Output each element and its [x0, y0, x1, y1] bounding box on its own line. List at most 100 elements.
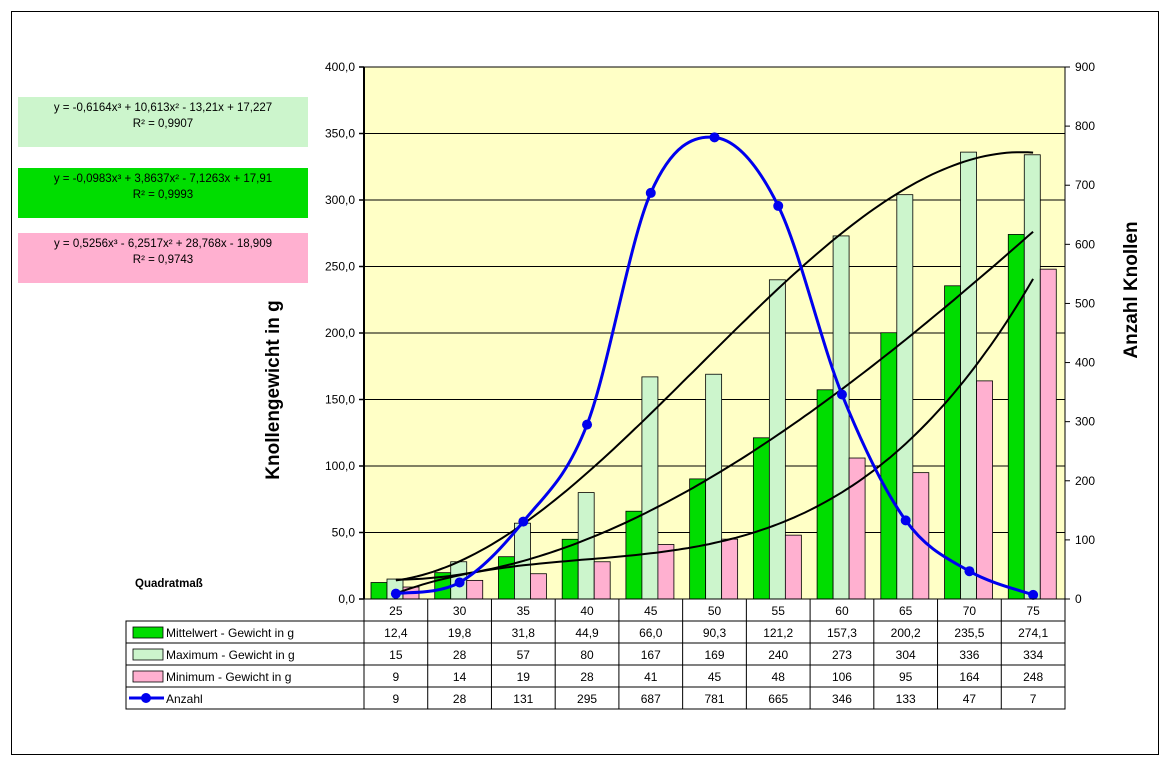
category-label: 55: [772, 604, 786, 618]
series-name: Mittelwert - Gewicht in g: [166, 626, 294, 640]
y2-tick-label: 100: [1075, 533, 1095, 547]
trendline-equation-mean: y = -0,0983x³ + 3,8637x² - 7,1263x + 17,…: [18, 168, 308, 218]
bar: [1007, 234, 1025, 600]
y-tick-label: 50,0: [332, 526, 356, 540]
trendline: [395, 230, 1034, 581]
trendline: [395, 278, 1034, 595]
table-cell: 41: [644, 670, 658, 684]
category-label: 75: [1026, 604, 1040, 618]
bar: [705, 373, 723, 600]
table-cell: 48: [772, 670, 786, 684]
category-label: 70: [963, 604, 977, 618]
count-point: [709, 132, 720, 143]
y2-tick-label: 400: [1075, 356, 1095, 370]
r-squared: R² = 0,9907: [132, 118, 194, 130]
bar: [466, 579, 484, 600]
y2-tick-label: 800: [1075, 119, 1095, 133]
table-cell: 19: [517, 670, 531, 684]
table-cell: 57: [517, 648, 531, 662]
equation-line: y = -0,0983x³ + 3,8637x² - 7,1263x + 17,…: [53, 173, 273, 185]
count-point: [390, 588, 401, 599]
table-cell: 121,2: [763, 626, 793, 640]
y-tick-label: 300,0: [325, 193, 355, 207]
table-cell: 31,8: [512, 626, 536, 640]
legend-swatch: [132, 670, 164, 683]
bar: [816, 389, 834, 600]
count-point: [773, 200, 784, 211]
table-cell: 47: [963, 692, 977, 706]
category-label: 45: [644, 604, 658, 618]
table-cell: 781: [704, 692, 724, 706]
y2-axis-label: Anzahl Knollen: [1121, 221, 1142, 359]
count-point: [964, 566, 975, 577]
count-point: [836, 389, 847, 400]
y-tick-label: 100,0: [325, 459, 355, 473]
table-cell: 44,9: [575, 626, 599, 640]
table-cell: 200,2: [891, 626, 921, 640]
bar: [944, 285, 961, 600]
table-cell: 273: [832, 648, 852, 662]
table-cell: 274,1: [1018, 626, 1048, 640]
legend-swatch: [132, 626, 164, 639]
r-squared: R² = 0,9743: [132, 254, 194, 266]
table-cell: 304: [896, 648, 916, 662]
category-label: 50: [708, 604, 722, 618]
bar: [912, 472, 930, 600]
table-cell: 131: [513, 692, 533, 706]
r-squared: R² = 0,9993: [132, 189, 194, 201]
legend-marker: [141, 693, 151, 703]
y2-tick-label: 900: [1075, 60, 1095, 74]
series-name: Minimum - Gewicht in g: [166, 670, 291, 684]
category-label: 25: [389, 604, 403, 618]
bar: [577, 492, 595, 600]
y2-tick-label: 300: [1075, 415, 1095, 429]
table-cell: 240: [768, 648, 788, 662]
table-cell: 169: [704, 648, 724, 662]
table-cell: 248: [1023, 670, 1043, 684]
table-cell: 12,4: [384, 626, 408, 640]
table-cell: 66,0: [639, 626, 663, 640]
y-tick-label: 250,0: [325, 260, 355, 274]
bar: [784, 534, 802, 600]
y2-tick-label: 600: [1075, 237, 1095, 251]
bar: [1039, 268, 1057, 600]
table-cell: 45: [708, 670, 722, 684]
table-cell: 133: [896, 692, 916, 706]
table-cell: 687: [641, 692, 661, 706]
legend-swatch: [132, 648, 164, 661]
y2-tick-label: 0: [1075, 592, 1082, 606]
y-tick-label: 150,0: [325, 393, 355, 407]
bar: [896, 194, 914, 600]
table-cell: 235,5: [954, 626, 984, 640]
table-cell: 28: [580, 670, 594, 684]
bar: [832, 235, 850, 600]
table-cell: 28: [453, 648, 467, 662]
y-tick-label: 400,0: [325, 60, 355, 74]
table-cell: 157,3: [827, 626, 857, 640]
count-point: [582, 419, 593, 430]
count-point: [518, 516, 529, 527]
count-point: [1028, 589, 1039, 600]
table-cell: 28: [453, 692, 467, 706]
category-label: 35: [517, 604, 531, 618]
bar: [880, 332, 898, 600]
category-axis-label: Quadratmaß: [135, 578, 203, 590]
y-tick-label: 200,0: [325, 326, 355, 340]
count-point: [900, 515, 911, 526]
trendline-equation-maximum: y = -0,6164x³ + 10,613x² - 13,21x + 17,2…: [18, 97, 308, 147]
table-cell: 15: [389, 648, 403, 662]
series-name: Maximum - Gewicht in g: [166, 648, 295, 662]
y2-tick-label: 200: [1075, 474, 1095, 488]
bar: [689, 478, 707, 600]
table-cell: 9: [393, 692, 400, 706]
y2-tick-label: 500: [1075, 296, 1095, 310]
count-point: [454, 577, 465, 588]
bar: [976, 380, 993, 600]
category-label: 60: [835, 604, 849, 618]
bar: [593, 561, 611, 600]
table-cell: 90,3: [703, 626, 727, 640]
category-label: 30: [453, 604, 467, 618]
table-cell: 80: [580, 648, 594, 662]
table-cell: 14: [453, 670, 467, 684]
